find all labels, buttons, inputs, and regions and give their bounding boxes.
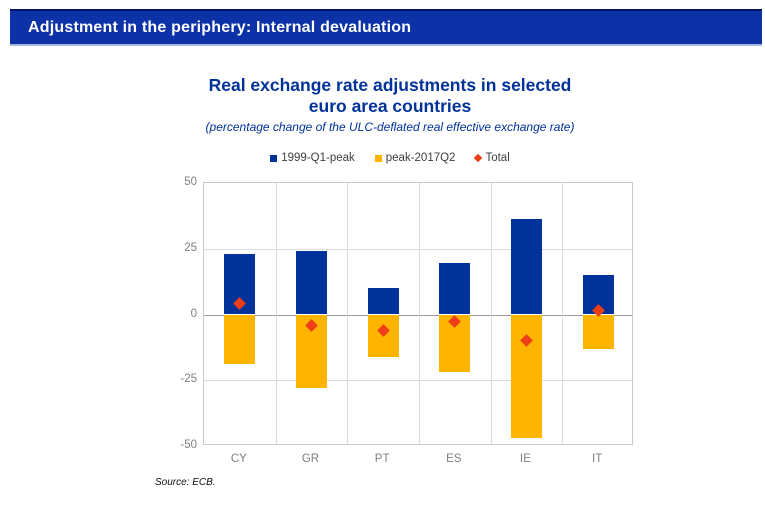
category-gridline <box>490 183 492 444</box>
bar-it-peak-2017q2 <box>582 314 614 349</box>
legend-label: Total <box>485 152 510 164</box>
zero-gridline <box>204 314 632 316</box>
legend-item-peak-2017q2: peak-2017Q2 <box>374 152 456 164</box>
legend-item-total: Total <box>474 152 510 164</box>
category-gridline <box>419 183 420 444</box>
legend-square-icon <box>270 154 278 162</box>
bar-cy-peak-2017q2 <box>224 314 256 365</box>
y-tick-label: 25 <box>184 241 197 254</box>
x-axis-label-pt: PT <box>374 453 390 465</box>
header-title: Adjustment in the periphery: Internal de… <box>28 18 412 36</box>
chart-title-line1: Real exchange rate adjustments in select… <box>208 75 572 95</box>
bar-gr-1999q1-peak <box>296 251 327 315</box>
bar-pt-1999q1-peak <box>367 288 399 315</box>
category-gridline <box>347 183 349 444</box>
chart-subtitle: (percentage change of the ULC-deflated r… <box>205 120 575 134</box>
x-axis-label-gr: GR <box>301 453 320 465</box>
x-axis-label-it: IT <box>592 453 603 465</box>
y-tick-label: -50 <box>180 439 197 451</box>
chart-title: Real exchange rate adjustments in select… <box>120 75 660 117</box>
x-axis-label-ie: IE <box>520 453 531 465</box>
plot-area <box>203 182 633 445</box>
category-gridline <box>275 183 277 444</box>
legend-square-icon <box>374 154 382 162</box>
y-tick-label: 0 <box>190 307 197 320</box>
category-gridline <box>562 183 564 444</box>
bar-es-1999q1-peak <box>439 263 471 315</box>
bar-ie-peak-2017q2 <box>511 314 542 439</box>
chart-title-line2: euro area countries <box>308 96 472 116</box>
legend-label: peak-2017Q2 <box>385 152 456 164</box>
bar-ie-1999q1-peak <box>511 218 542 315</box>
gridline <box>204 248 632 250</box>
header-bar: Adjustment in the periphery: Internal de… <box>10 9 762 46</box>
gridline <box>204 380 632 382</box>
chart-legend: 1999-Q1-peak peak-2017Q2 Total <box>120 152 660 164</box>
source-note: Source: ECB. <box>155 477 216 488</box>
legend-item-1999-q1-peak: 1999-Q1-peak <box>270 152 355 164</box>
x-axis-label-es: ES <box>446 453 462 465</box>
y-tick-label: 50 <box>184 176 197 188</box>
legend-diamond-icon <box>474 153 483 163</box>
legend-label: 1999-Q1-peak <box>281 152 355 164</box>
x-axis-label-cy: CY <box>230 453 247 465</box>
y-tick-label: -25 <box>180 373 197 386</box>
